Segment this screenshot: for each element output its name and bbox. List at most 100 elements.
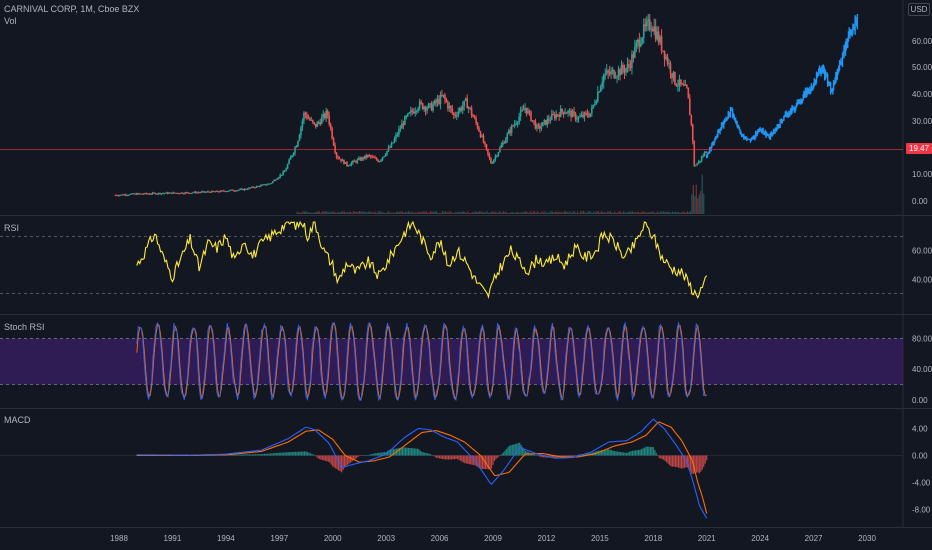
symbol-title[interactable]: CARNIVAL CORP, 1M, Cboe BZX — [4, 4, 140, 14]
candle-body — [427, 103, 430, 108]
macd-hist-bar — [504, 450, 506, 456]
macd-hist-bar — [562, 455, 564, 457]
macd-hist-bar — [471, 455, 473, 465]
volume-bar — [483, 211, 485, 214]
volume-bar — [490, 211, 493, 214]
candle-body — [409, 110, 412, 113]
volume-bar — [572, 211, 574, 214]
volume-bar — [655, 212, 657, 214]
volume-bar — [551, 211, 553, 214]
candle-body — [677, 85, 679, 87]
volume-bar — [464, 211, 466, 214]
candle-body — [426, 107, 428, 111]
macd-hist-bar — [624, 452, 626, 456]
volume-bar — [658, 212, 660, 214]
candle-body — [680, 79, 682, 84]
candle-body — [625, 68, 627, 73]
macd-hist-bar — [297, 451, 300, 456]
candle-body — [401, 123, 403, 129]
candle-body — [237, 189, 240, 191]
candle-body — [424, 106, 427, 111]
candle-body — [157, 192, 160, 194]
candle-body — [153, 192, 155, 194]
candle-body — [366, 155, 369, 158]
price-axis-label: 50.00 — [912, 63, 932, 72]
macd-hist-bar — [300, 451, 303, 456]
macd-hist-bar — [431, 455, 433, 456]
volume-bar — [624, 212, 626, 214]
volume-bar — [548, 212, 550, 214]
candle-body — [545, 120, 547, 125]
candle-body — [604, 73, 606, 75]
volume-bar — [468, 212, 470, 214]
candle-body — [550, 114, 553, 120]
volume-bar — [502, 211, 504, 214]
macd-hist-bar — [315, 455, 317, 457]
volume-bar — [314, 212, 316, 214]
volume-bar — [697, 198, 699, 214]
time-axis-label: 2024 — [751, 534, 769, 543]
candle-body — [470, 108, 473, 116]
volume-bar — [529, 211, 531, 214]
macd-hist-bar — [409, 447, 411, 456]
rsi-pane-label[interactable]: RSI — [4, 223, 20, 233]
macd-hist-bar — [646, 446, 648, 456]
volume-bar — [471, 212, 473, 214]
macd-hist-bar — [336, 455, 338, 470]
macd-hist-bar — [263, 453, 266, 456]
macd-hist-bar — [640, 449, 643, 456]
macd-pane-label[interactable]: MACD — [4, 415, 31, 425]
candle-body — [631, 54, 633, 68]
macd-hist-bar — [462, 455, 464, 463]
volume-bar — [694, 196, 696, 214]
candle-body — [372, 156, 375, 158]
candle-body — [570, 110, 572, 118]
macd-hist-bar — [406, 447, 408, 456]
candle-body — [239, 189, 241, 191]
time-axis-label: 2000 — [324, 534, 342, 543]
volume-bar — [556, 211, 558, 214]
candle-body — [608, 72, 611, 75]
stoch-rsi-pane-label[interactable]: Stoch RSI — [4, 322, 45, 332]
candle-body — [323, 113, 326, 118]
currency-button[interactable]: USD — [908, 3, 930, 16]
candle-body — [561, 108, 563, 112]
candle-body — [338, 158, 341, 160]
candle-body — [473, 116, 476, 119]
macd-hist-bar — [355, 455, 358, 459]
candle-body — [123, 194, 126, 196]
macd-hist-bar — [412, 448, 414, 456]
volume-bar — [591, 212, 594, 214]
candle-body — [644, 24, 647, 27]
macd-hist-bar — [256, 454, 258, 456]
candle-body — [467, 107, 470, 109]
candle-body — [344, 162, 347, 165]
volume-bar — [370, 212, 372, 214]
macd-hist-bar — [349, 455, 352, 463]
macd-hist-bar — [428, 453, 430, 456]
volume-bar — [406, 212, 408, 214]
candle-body — [531, 120, 534, 122]
volume-bar — [379, 211, 381, 214]
volume-bar — [606, 211, 608, 214]
volume-bar — [671, 211, 674, 214]
candle-body — [298, 135, 301, 141]
stoch-k-line — [136, 321, 707, 402]
rsi-axis-label: 60.00 — [912, 247, 932, 256]
volume-legend[interactable]: Vol — [4, 16, 17, 26]
candle-body — [539, 125, 541, 129]
volume-bar — [427, 212, 429, 214]
volume-bar — [588, 211, 591, 214]
candle-body — [258, 186, 261, 188]
candle-body — [114, 195, 117, 197]
candle-body — [166, 192, 169, 194]
candle-body — [191, 192, 194, 194]
macd-hist-bar — [676, 455, 678, 468]
candle-body — [380, 159, 382, 162]
macd-hist-bar — [251, 454, 254, 456]
macd-hist-bar — [253, 454, 255, 456]
macd-hist-bar — [274, 453, 276, 456]
macd-hist-bar — [645, 446, 647, 456]
